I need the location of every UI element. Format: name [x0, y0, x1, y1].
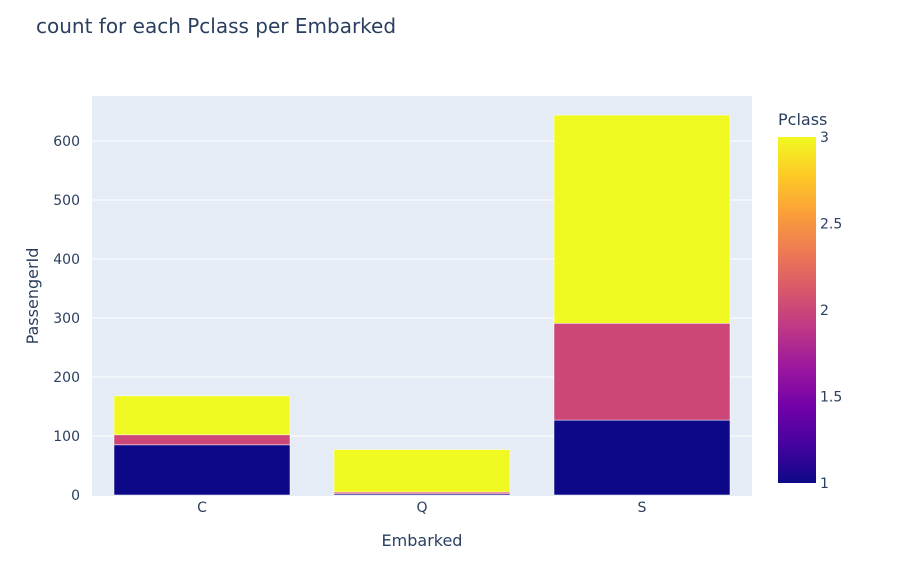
y-tick-label: 400: [53, 252, 80, 268]
x-tick-label: Q: [416, 500, 427, 516]
bar-Q-pclass-3[interactable]: [333, 449, 511, 493]
bar-C-pclass-3[interactable]: [113, 395, 291, 436]
bar-C-pclass-2[interactable]: [113, 434, 291, 446]
y-tick-label: 0: [71, 488, 80, 504]
bar-S-pclass-1[interactable]: [553, 419, 731, 496]
x-axis-title: Embarked: [382, 531, 463, 550]
y-tick-label: 200: [53, 370, 80, 386]
colorbar-tick-label: 1: [820, 476, 829, 492]
y-tick-label: 600: [53, 134, 80, 150]
bar-Q-pclass-2[interactable]: [333, 491, 511, 495]
x-tick-label: C: [197, 500, 207, 516]
colorbar-gradient: [778, 137, 816, 483]
colorbar-tick-label: 1.5: [820, 390, 842, 406]
x-tick-label: S: [638, 500, 647, 516]
y-tick-label: 100: [53, 429, 80, 445]
colorbar-tick-label: 2: [820, 303, 829, 319]
bar-S-pclass-3[interactable]: [553, 114, 731, 324]
chart-title: count for each Pclass per Embarked: [36, 14, 396, 38]
y-axis-title: PassengerId: [23, 248, 42, 345]
colorbar-title: Pclass: [778, 110, 827, 129]
bar-C-pclass-1[interactable]: [113, 444, 291, 496]
y-tick-label: 500: [53, 193, 80, 209]
colorbar-tick-label: 2.5: [820, 217, 842, 233]
bar-S-pclass-2[interactable]: [553, 323, 731, 421]
colorbar-tick-label: 3: [820, 130, 829, 146]
y-tick-label: 300: [53, 311, 80, 327]
